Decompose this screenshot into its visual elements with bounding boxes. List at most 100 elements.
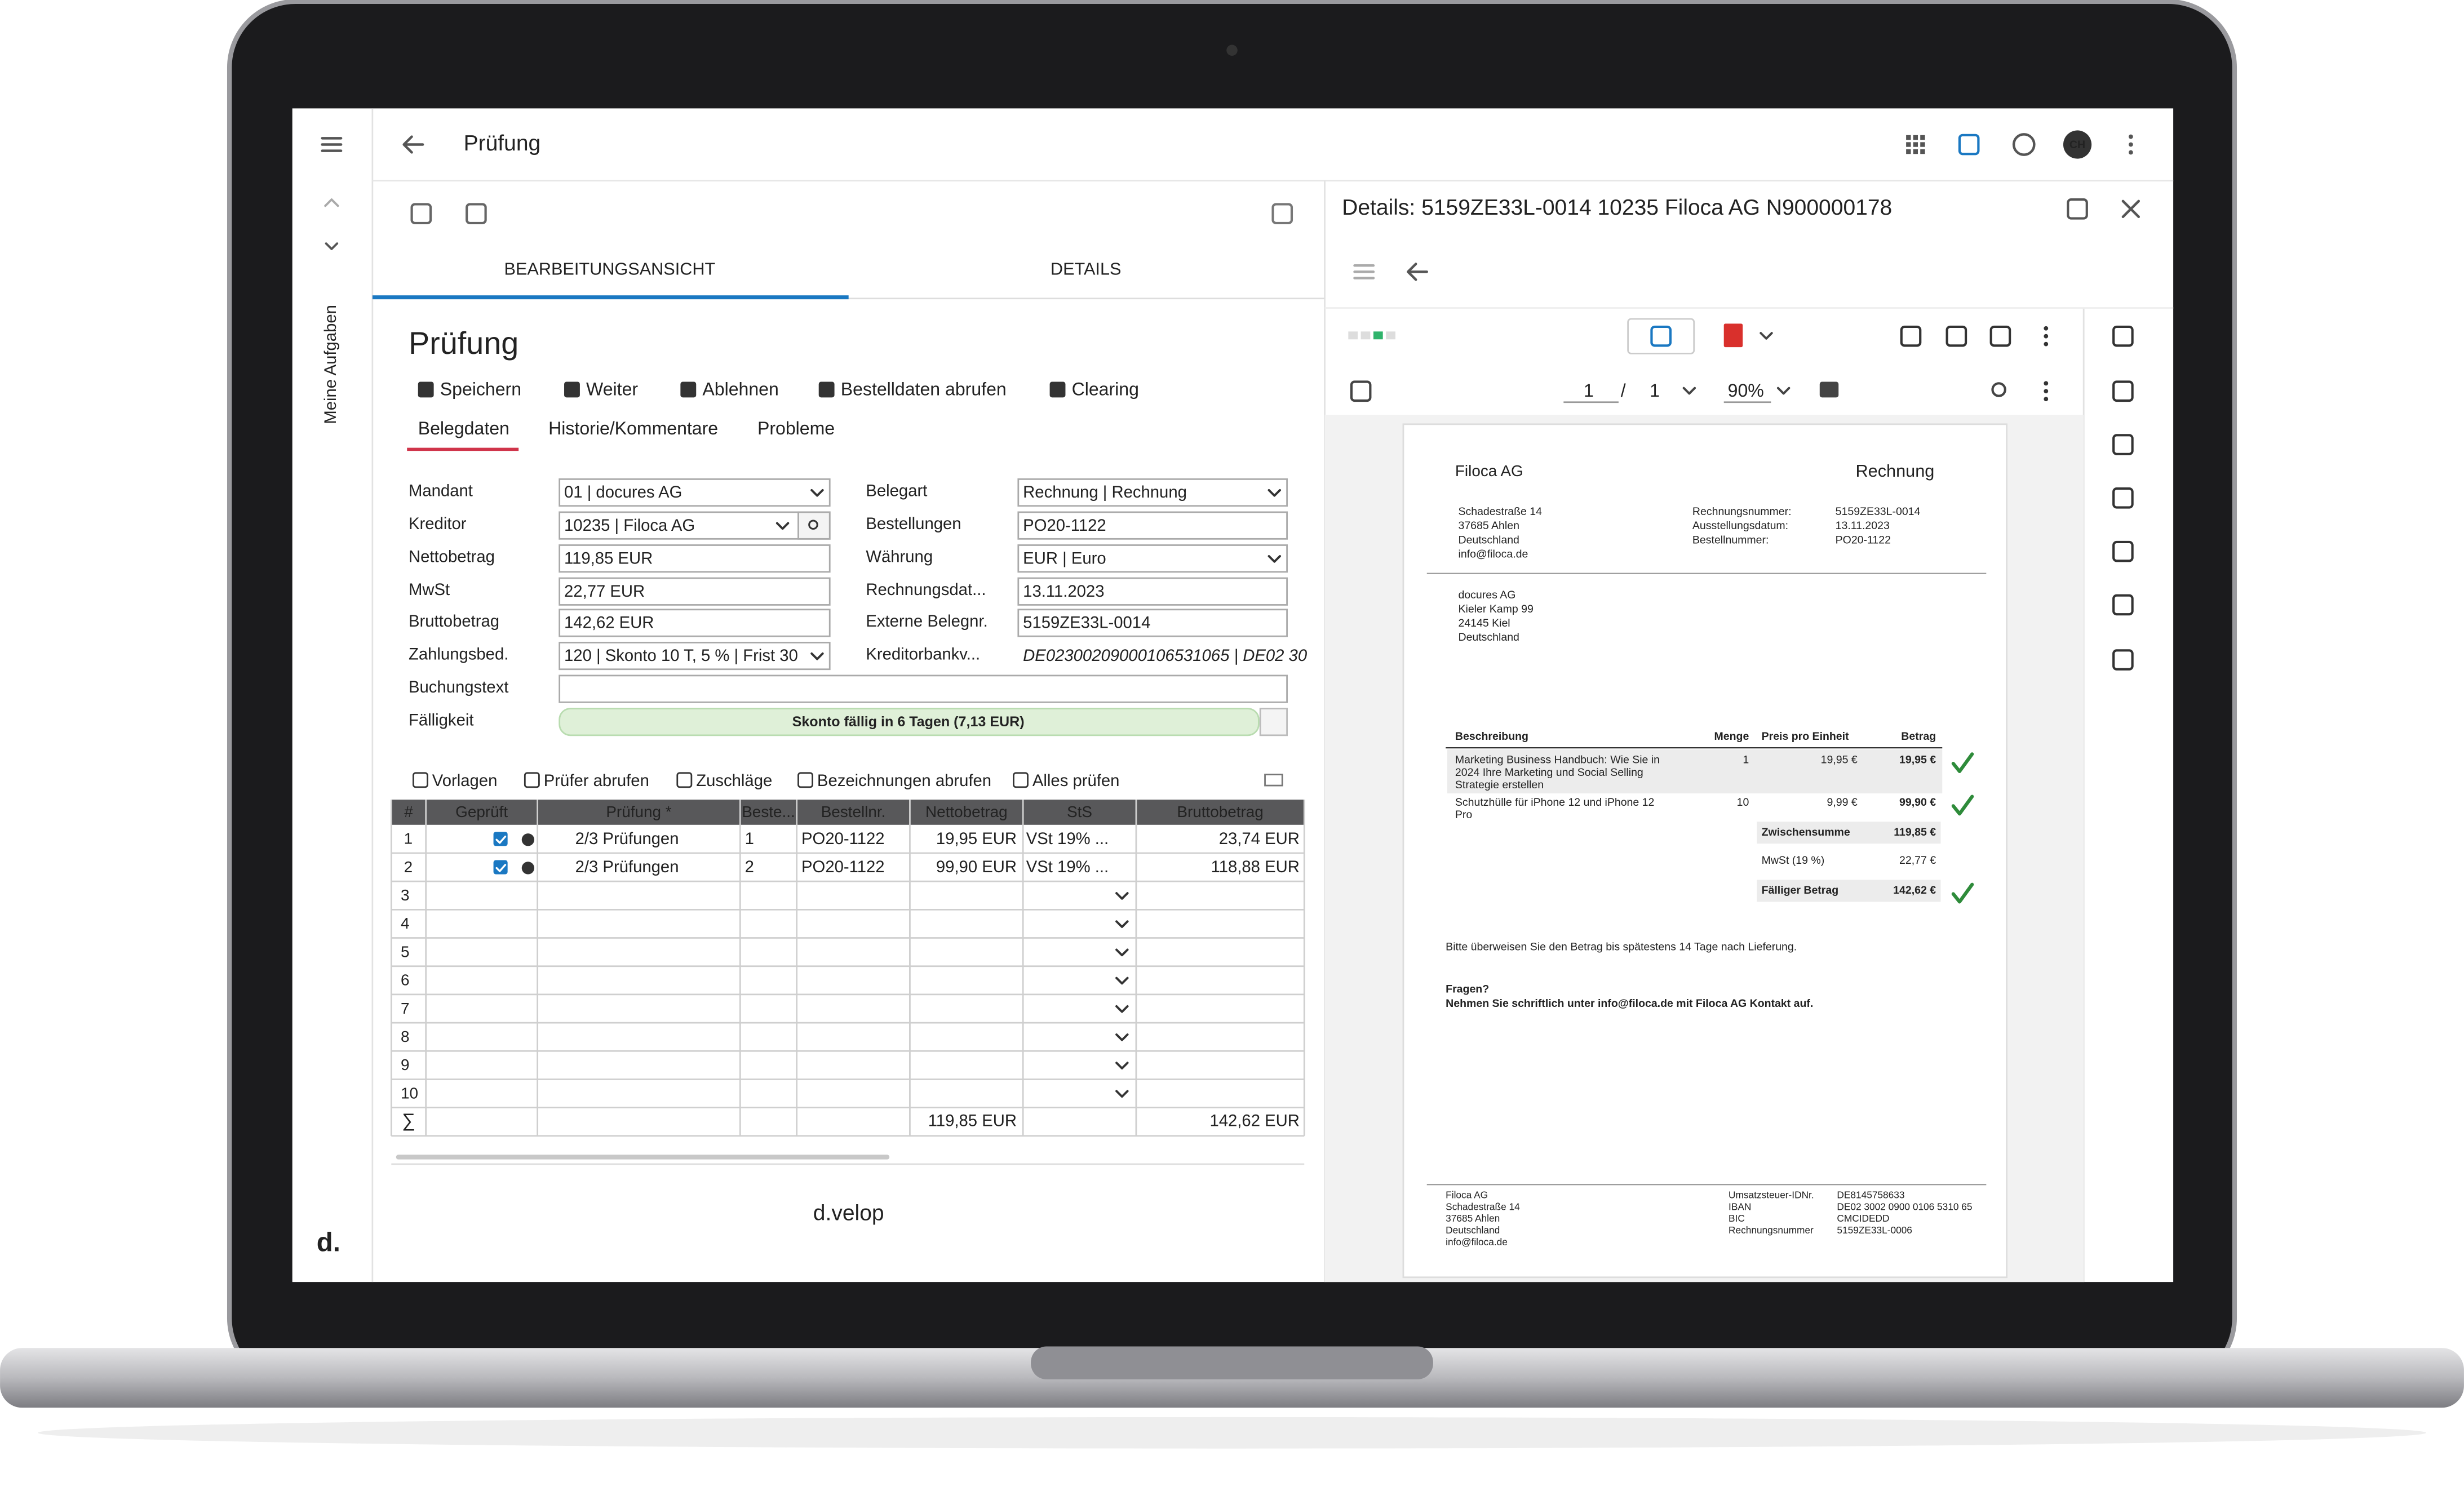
subtab[interactable]: Probleme [757, 418, 835, 438]
action-button[interactable]: Bestelldaten abrufen [841, 379, 1007, 399]
edit-button[interactable] [1627, 318, 1695, 354]
input-box[interactable] [559, 609, 831, 637]
viewer-tool-icon[interactable] [1946, 325, 1967, 347]
progress-step [1360, 331, 1371, 340]
input-box[interactable] [1017, 609, 1288, 637]
page-input[interactable]: 1 [1584, 380, 1594, 401]
chevron-icon[interactable] [1115, 948, 1129, 957]
help-icon[interactable] [2012, 133, 2036, 156]
more-icon[interactable] [2044, 397, 2049, 402]
tool-icon[interactable] [2112, 434, 2134, 455]
more-icon[interactable] [2128, 134, 2133, 139]
avatar[interactable] [2063, 130, 2092, 159]
grid-toolbar-button[interactable]: Alles prüfen [1032, 772, 1120, 790]
chevron-icon[interactable] [1115, 1090, 1129, 1098]
apps-icon[interactable] [1913, 142, 1918, 147]
attach-icon[interactable] [1271, 203, 1293, 225]
apps-icon[interactable] [1906, 135, 1911, 140]
search-button[interactable] [797, 511, 831, 540]
camera [1226, 45, 1238, 56]
input-box[interactable] [1017, 511, 1288, 540]
sidebar-icon[interactable] [1350, 380, 1372, 402]
tool-icon[interactable] [2112, 540, 2134, 562]
chevron-icon[interactable] [775, 522, 790, 530]
person-icon[interactable] [410, 203, 432, 225]
input-box[interactable] [1017, 478, 1288, 507]
mail-icon[interactable] [466, 203, 487, 225]
more-icon[interactable] [2044, 334, 2049, 339]
chevron-icon[interactable] [1776, 387, 1791, 395]
action-button[interactable]: Clearing [1072, 379, 1139, 399]
checkbox[interactable] [493, 860, 508, 875]
more-icon[interactable] [2128, 142, 2133, 147]
tool-icon[interactable] [2112, 487, 2134, 509]
back-icon[interactable] [1407, 263, 1428, 281]
action-button[interactable]: Speichern [440, 379, 521, 399]
chevron-icon[interactable] [1115, 1033, 1129, 1041]
chevron-icon[interactable] [1115, 1005, 1129, 1013]
apps-icon[interactable] [1906, 149, 1911, 154]
apps-icon[interactable] [1913, 135, 1918, 140]
chevron-icon[interactable] [1115, 892, 1129, 900]
collapse-button[interactable] [1259, 708, 1288, 736]
exit-icon[interactable] [2067, 198, 2088, 220]
chevron-icon[interactable] [1115, 1062, 1129, 1069]
apps-icon[interactable] [1906, 142, 1911, 147]
more-icon[interactable] [2044, 381, 2049, 386]
apps-icon[interactable] [1920, 142, 1925, 147]
chevron-icon[interactable] [1760, 332, 1773, 340]
chevron-icon[interactable] [810, 489, 824, 497]
chevron-icon[interactable] [1115, 976, 1129, 985]
menu-icon[interactable] [321, 137, 343, 152]
tool-icon[interactable] [2112, 594, 2134, 616]
subtab[interactable]: Belegdaten [418, 418, 509, 438]
tab[interactable]: BEARBEITUNGSANSICHT [504, 260, 716, 279]
input-box[interactable] [559, 478, 831, 507]
chevron-icon[interactable] [1268, 555, 1281, 563]
viewer-tool-icon[interactable] [1900, 325, 1922, 347]
chevron-icon[interactable] [325, 242, 339, 250]
tool-icon[interactable] [2112, 649, 2134, 671]
chevron-up-icon[interactable] [324, 198, 339, 207]
chevron-icon[interactable] [1682, 387, 1696, 395]
chevron-icon[interactable] [810, 652, 824, 660]
grid-toolbar-button[interactable]: Prüfer abrufen [544, 772, 649, 790]
chevron-icon[interactable] [1115, 920, 1129, 928]
comment-icon[interactable] [1819, 381, 1839, 398]
viewer-tool-icon[interactable] [1989, 325, 2011, 347]
more-icon[interactable] [2128, 150, 2133, 155]
more-icon[interactable] [2044, 389, 2049, 394]
checkbox[interactable] [493, 832, 508, 846]
tab[interactable]: DETAILS [1051, 260, 1122, 279]
apps-icon[interactable] [1920, 149, 1925, 154]
grid-toolbar-button[interactable]: Zuschläge [696, 772, 772, 790]
more-icon[interactable] [2044, 326, 2049, 331]
tool-icon[interactable] [2112, 325, 2134, 347]
input-box[interactable] [1017, 577, 1288, 606]
chevron-icon[interactable] [1268, 489, 1281, 497]
pdf-icon[interactable] [1723, 323, 1743, 348]
grid-toolbar-button[interactable]: Bezeichnungen abrufen [817, 772, 991, 790]
more-icon[interactable] [2044, 341, 2049, 347]
close-icon[interactable] [2121, 199, 2141, 218]
apps-icon[interactable] [1913, 149, 1918, 154]
scrollbar[interactable] [396, 1155, 890, 1160]
action-button[interactable]: Weiter [586, 379, 638, 399]
tool-icon[interactable] [2112, 380, 2134, 402]
search-icon[interactable] [1991, 382, 2006, 397]
subtab[interactable]: Historie/Kommentare [548, 418, 718, 438]
apps-icon[interactable] [1920, 135, 1925, 140]
input-box[interactable] [559, 674, 1288, 703]
input-box[interactable] [559, 577, 831, 606]
input-box[interactable] [559, 544, 831, 573]
menu-icon[interactable] [1353, 264, 1375, 279]
edit-icon[interactable] [1650, 325, 1672, 347]
action-button[interactable]: Ablehnen [702, 379, 778, 399]
gift-icon[interactable] [1958, 134, 1980, 156]
zoom[interactable]: 90% [1728, 380, 1764, 401]
back-icon[interactable] [402, 135, 424, 154]
input-box[interactable] [559, 641, 831, 671]
input-box[interactable] [1017, 544, 1288, 573]
grid-toolbar-button[interactable]: Vorlagen [432, 772, 498, 790]
